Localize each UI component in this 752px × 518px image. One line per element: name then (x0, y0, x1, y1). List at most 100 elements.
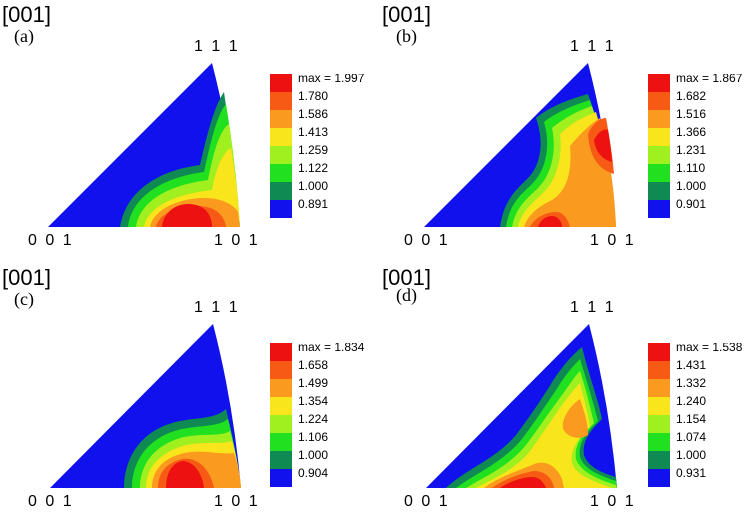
legend-value-4: 1.259 (298, 143, 328, 157)
corner-label-101: 1 0 1 (590, 493, 636, 510)
inverse-pole-figure (424, 63, 616, 227)
legend-value-2: 1.332 (676, 376, 706, 390)
legend-swatch-3 (270, 110, 292, 128)
legend-swatch-4 (648, 128, 670, 146)
legend-value-2: 1.499 (298, 376, 328, 390)
panel-letter: (d) (396, 285, 417, 305)
inverse-pole-figure (50, 324, 241, 488)
corner-label-001: 0 0 1 (28, 232, 74, 249)
inverse-pole-figure (426, 324, 617, 488)
legend-swatch-1 (270, 343, 292, 361)
legend-swatch-1 (648, 343, 670, 361)
legend-swatches: max = 1.997 1.780 1.586 1.413 1.259 1.12… (270, 74, 365, 218)
corner-label-111: 1 1 1 (194, 299, 240, 316)
legend-value-6: 1.000 (676, 179, 706, 193)
legend-swatch-1 (648, 74, 670, 92)
legend-swatch-3 (270, 379, 292, 397)
legend-swatch-7 (270, 182, 292, 200)
legend-value-1: 1.431 (676, 358, 706, 372)
contour-level-5b (562, 399, 588, 438)
contour-level-7b (538, 216, 562, 227)
legend-swatches: max = 1.538 1.431 1.332 1.240 1.154 1.07… (648, 343, 743, 487)
corner-label-101: 1 0 1 (590, 232, 636, 249)
legend-value-5: 1.122 (298, 161, 328, 175)
panel-letter: (c) (14, 289, 34, 309)
panel-b: [001] (b) 1 1 1 0 0 1 1 0 1 max = 1. (376, 0, 752, 259)
ipf-contours (424, 63, 616, 227)
legend-value-3: 1.354 (298, 394, 328, 408)
legend-swatch-8 (270, 469, 292, 487)
legend-swatch-6 (648, 164, 670, 182)
legend-swatch-5 (270, 146, 292, 164)
legend-value-5: 1.110 (676, 161, 705, 175)
corner-label-111: 1 1 1 (570, 38, 616, 55)
legend-value-7: 0.904 (298, 466, 328, 480)
ipf-contours (50, 324, 241, 488)
legend-value-3: 1.366 (676, 125, 706, 139)
ipf-contours (426, 324, 617, 488)
legend-max: max = 1.538 (676, 343, 743, 354)
ipf-contours (48, 63, 240, 227)
legend-value-2: 1.516 (676, 107, 706, 121)
legend-swatch-2 (648, 361, 670, 379)
legend-value-4: 1.224 (298, 412, 328, 426)
legend-swatch-7 (270, 451, 292, 469)
legend-value-2: 1.586 (298, 107, 328, 121)
legend-max: max = 1.997 (298, 74, 365, 85)
legend-swatch-8 (270, 200, 292, 218)
direction-label: [001] (2, 265, 51, 290)
corner-label-001: 0 0 1 (28, 493, 74, 510)
panel-a: [001] (a) 1 1 1 0 0 1 1 0 1 max = 1.997 … (0, 0, 376, 259)
legend-swatches: max = 1.834 1.658 1.499 1.354 1.224 1.10… (270, 343, 365, 487)
legend-max: max = 1.867 (676, 74, 743, 85)
legend-value-3: 1.240 (676, 394, 706, 408)
panel-c: [001] (c) 1 1 1 0 0 1 1 0 1 max = 1.834 … (0, 259, 376, 518)
corner-label-101: 1 0 1 (214, 232, 260, 249)
legend-value-7: 0.931 (676, 466, 706, 480)
legend-value-1: 1.780 (298, 89, 328, 103)
legend-value-1: 1.682 (676, 89, 706, 103)
legend-swatch-6 (270, 433, 292, 451)
contour-level-7 (166, 461, 204, 488)
legend-swatch-6 (270, 164, 292, 182)
legend-swatches: max = 1.867 1.682 1.516 1.366 1.231 1.11… (648, 74, 743, 218)
direction-label: [001] (382, 265, 431, 290)
legend-swatch-1 (270, 74, 292, 92)
legend-value-6: 1.000 (676, 448, 706, 462)
legend-value-1: 1.658 (298, 358, 328, 372)
legend-value-7: 0.891 (298, 197, 328, 211)
legend-swatch-2 (648, 92, 670, 110)
legend-swatch-5 (270, 415, 292, 433)
corner-label-111: 1 1 1 (570, 299, 616, 316)
legend-swatch-3 (648, 110, 670, 128)
direction-label: [001] (2, 2, 51, 27)
corner-label-001: 0 0 1 (404, 232, 450, 249)
legend-value-3: 1.413 (298, 125, 328, 139)
legend-swatch-5 (648, 146, 670, 164)
corner-label-111: 1 1 1 (194, 38, 240, 55)
legend-value-7: 0.901 (676, 197, 706, 211)
legend-value-4: 1.231 (676, 143, 706, 157)
contour-level-7 (594, 129, 612, 162)
legend-swatch-2 (270, 361, 292, 379)
direction-label: [001] (382, 2, 431, 27)
legend-swatch-7 (648, 451, 670, 469)
legend-value-5: 1.106 (298, 430, 328, 444)
legend-max: max = 1.834 (298, 343, 365, 354)
legend-swatch-3 (648, 379, 670, 397)
legend-swatch-4 (270, 128, 292, 146)
legend-value-6: 1.000 (298, 179, 328, 193)
contour-level-7 (162, 204, 212, 227)
panel-letter: (b) (396, 26, 417, 46)
panel-letter: (a) (14, 26, 34, 46)
legend-swatch-5 (648, 415, 670, 433)
legend-swatch-2 (270, 92, 292, 110)
legend-swatch-4 (648, 397, 670, 415)
legend-value-5: 1.074 (676, 430, 706, 444)
corner-label-101: 1 0 1 (214, 493, 260, 510)
panel-d: [001] (d) 1 1 1 0 0 1 1 0 1 max = 1.538 (376, 259, 752, 518)
legend-swatch-4 (270, 397, 292, 415)
legend-value-6: 1.000 (298, 448, 328, 462)
contour-level-7 (500, 477, 546, 488)
inverse-pole-figure (48, 63, 240, 227)
